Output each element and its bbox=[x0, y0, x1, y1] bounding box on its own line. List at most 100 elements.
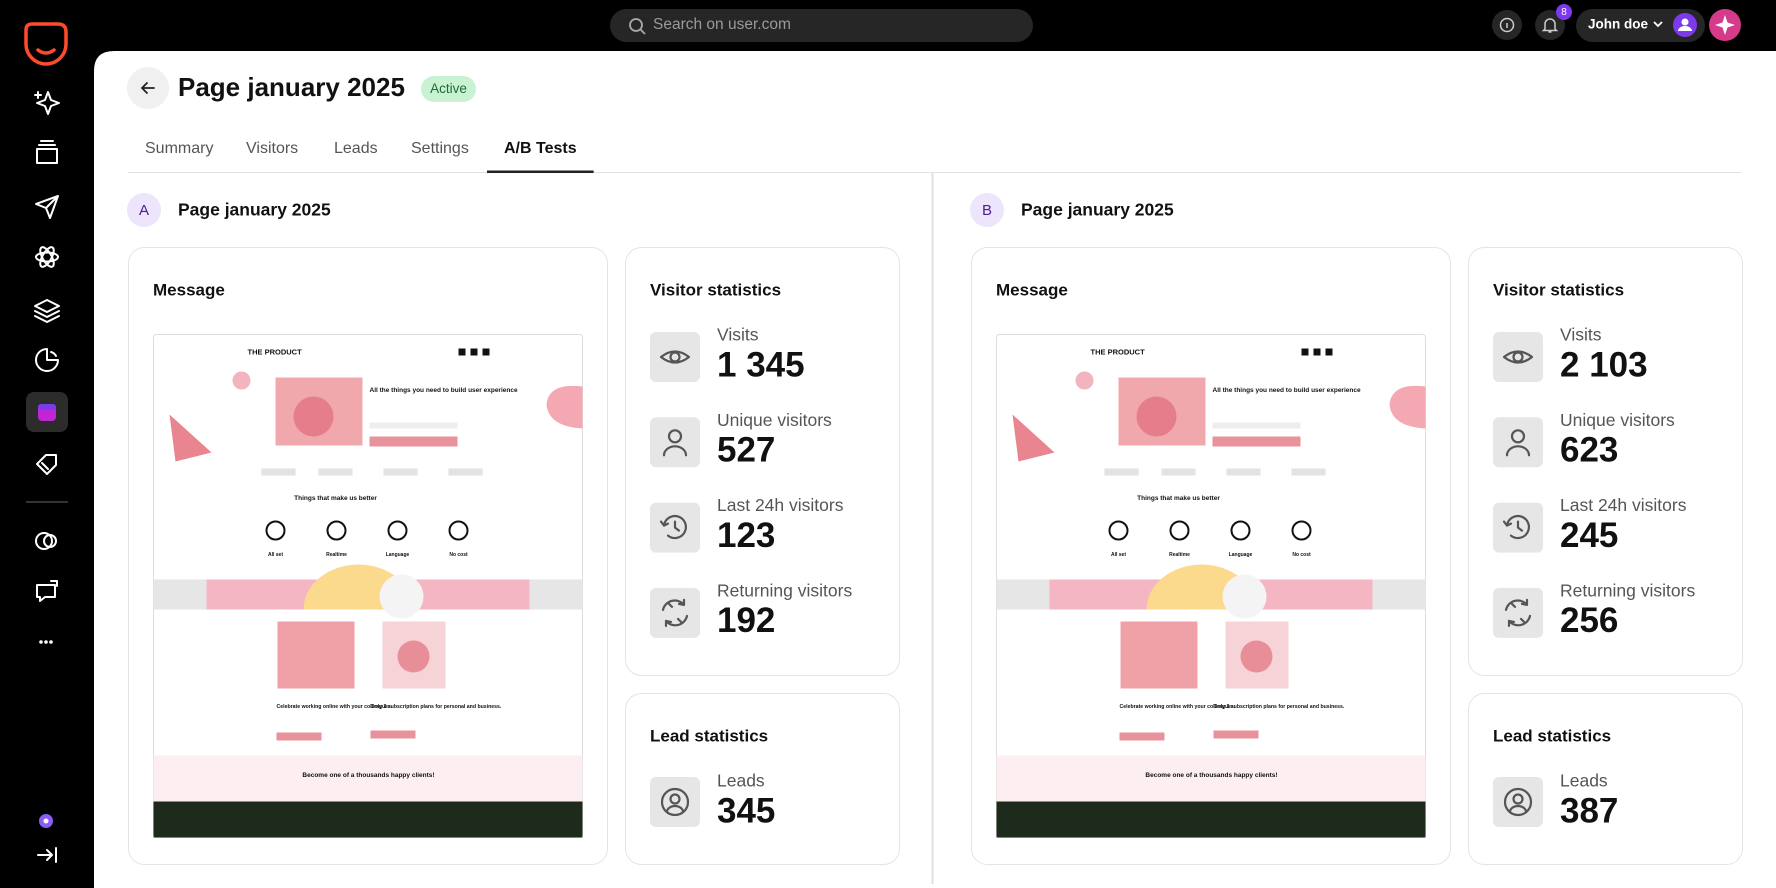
stat-value: 192 bbox=[717, 601, 775, 640]
message-preview: THE PRODUCT All the things you need to bu… bbox=[153, 334, 583, 838]
preview-cta: Become one of a thousands happy clients! bbox=[302, 772, 434, 779]
notifications-count: 8 bbox=[1561, 7, 1567, 18]
nav-tags[interactable] bbox=[36, 454, 57, 475]
preview-feature-label: Realtime bbox=[326, 552, 347, 558]
preview-button bbox=[370, 730, 416, 739]
preview-cloud bbox=[379, 574, 424, 619]
preview-feature-label: No cost bbox=[1292, 552, 1311, 558]
variant-letter-bg bbox=[970, 193, 1004, 227]
status-badge bbox=[421, 76, 476, 102]
preview-feature-icon bbox=[265, 520, 286, 541]
preview-button bbox=[276, 732, 322, 741]
nav-crm[interactable] bbox=[35, 532, 57, 550]
preview-logo bbox=[448, 468, 483, 476]
notifications-button[interactable] bbox=[1535, 10, 1565, 40]
preview-col1: Celebrate working online with your colle… bbox=[277, 704, 393, 710]
preview-feature-label: All set bbox=[268, 552, 283, 558]
page-title: Page january 2025 bbox=[178, 72, 405, 102]
ai-icon bbox=[1715, 15, 1735, 35]
tab[interactable]: Settings bbox=[411, 140, 469, 157]
nav-layers[interactable] bbox=[34, 299, 60, 323]
stat-value: 527 bbox=[717, 431, 775, 470]
stat-value: 1 345 bbox=[717, 345, 805, 384]
nav-inbox[interactable] bbox=[36, 140, 58, 164]
card-title: Visitor statistics bbox=[650, 280, 781, 299]
status-dot-inner bbox=[43, 818, 49, 824]
bell-icon bbox=[1541, 18, 1559, 33]
nav-automation[interactable] bbox=[35, 245, 59, 269]
stat-label: Unique visitors bbox=[717, 410, 832, 430]
nav-reports[interactable] bbox=[35, 348, 59, 372]
preview-feature-label: No cost bbox=[449, 552, 468, 558]
preview-feature-icon bbox=[1169, 520, 1190, 541]
preview-logo bbox=[383, 468, 418, 476]
preview-cone bbox=[169, 414, 212, 462]
card-title: Lead statistics bbox=[1493, 726, 1611, 745]
preview-feature-icon bbox=[1230, 520, 1251, 541]
tab[interactable]: Visitors bbox=[246, 140, 298, 157]
preview-feature-label: All set bbox=[1111, 552, 1126, 558]
preview-social bbox=[470, 348, 478, 356]
preview-col1: Celebrate working online with your colle… bbox=[1120, 704, 1236, 710]
stat-value: 387 bbox=[1560, 791, 1618, 830]
nav-chat[interactable] bbox=[36, 580, 58, 602]
preview-footer bbox=[153, 801, 583, 838]
user-menu[interactable] bbox=[1576, 9, 1705, 42]
stat-icon bbox=[1504, 598, 1532, 628]
stat-label: Unique visitors bbox=[1560, 410, 1675, 430]
preview-logo bbox=[1104, 468, 1139, 476]
stat-label: Visits bbox=[717, 325, 759, 345]
stat-value: 2 103 bbox=[1560, 345, 1648, 384]
preview-image-2-shape bbox=[397, 640, 430, 673]
preview-feature-icon bbox=[448, 520, 469, 541]
preview-features-title: Things that make us better bbox=[294, 495, 377, 502]
preview-logo bbox=[318, 468, 353, 476]
card-title: Visitor statistics bbox=[1493, 280, 1624, 299]
user-chevron bbox=[1653, 21, 1663, 28]
preview-blob bbox=[546, 385, 583, 429]
nav-send[interactable] bbox=[35, 195, 59, 219]
stat-icon bbox=[659, 350, 691, 364]
info-icon bbox=[1499, 17, 1515, 33]
preview-social bbox=[482, 348, 490, 356]
stat-label: Last 24h visitors bbox=[717, 495, 844, 515]
preview-cta-band bbox=[153, 755, 583, 802]
search-box[interactable] bbox=[610, 9, 1033, 42]
preview-cta: Become one of a thousands happy clients! bbox=[1145, 772, 1277, 779]
preview-feature-label: Language bbox=[1229, 552, 1253, 558]
preview-ball bbox=[1075, 371, 1094, 390]
tab[interactable]: Summary bbox=[145, 140, 213, 157]
nav-more[interactable] bbox=[39, 640, 53, 644]
message-preview: THE PRODUCT All the things you need to bu… bbox=[996, 334, 1426, 838]
card-title: Message bbox=[996, 280, 1068, 299]
stat-label: Leads bbox=[717, 771, 765, 791]
logo[interactable] bbox=[24, 22, 68, 66]
search-icon bbox=[629, 18, 643, 32]
stat-icon-box bbox=[650, 587, 700, 638]
preview-feature-icon bbox=[1108, 520, 1129, 541]
tab[interactable]: A/B Tests bbox=[504, 140, 577, 157]
preview-button bbox=[1213, 730, 1259, 739]
preview-col2: Only 2 subscription plans for personal a… bbox=[1214, 704, 1345, 710]
variant-letter-bg bbox=[127, 193, 161, 227]
preview-footer bbox=[996, 801, 1426, 838]
stat-icon bbox=[1502, 514, 1530, 540]
nav-ai[interactable] bbox=[34, 91, 60, 115]
preview-social bbox=[1313, 348, 1321, 356]
preview-social bbox=[458, 348, 466, 356]
logo-smile bbox=[36, 48, 56, 55]
stat-icon bbox=[1505, 429, 1531, 457]
preview-hero-shape bbox=[293, 396, 334, 437]
preview-image-1 bbox=[277, 621, 355, 689]
preview-button bbox=[1119, 732, 1165, 741]
tab[interactable]: Leads bbox=[334, 140, 378, 157]
stat-icon bbox=[659, 514, 687, 540]
status-text: Active bbox=[430, 81, 467, 96]
expand-sidebar[interactable] bbox=[37, 847, 57, 863]
preview-button bbox=[1212, 436, 1301, 447]
sidebar bbox=[24, 22, 68, 863]
preview-feature-icon bbox=[387, 520, 408, 541]
stat-icon bbox=[1502, 350, 1534, 364]
preview-logo bbox=[1161, 468, 1196, 476]
